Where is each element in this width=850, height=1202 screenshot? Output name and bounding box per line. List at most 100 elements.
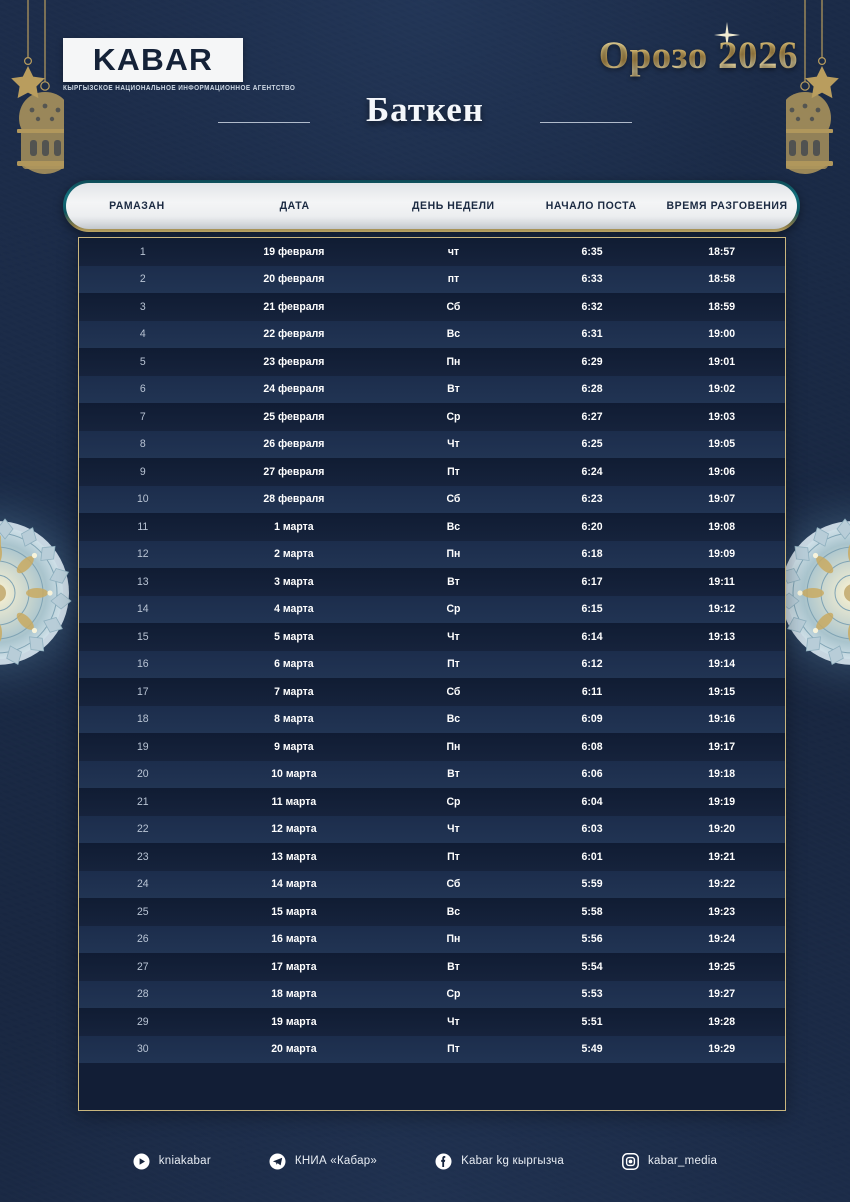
cell-date: 15 марта (271, 905, 317, 919)
cell-date: 8 марта (274, 712, 314, 726)
cell-date: 19 февраля (263, 245, 325, 259)
cell-iftar-time: 19:12 (708, 602, 736, 616)
table-row: 13 3 марта Вт 6:17 19:11 (79, 568, 785, 596)
cell-ramazan-number: 17 (136, 685, 149, 699)
cell-date: 28 февраля (263, 492, 325, 506)
table-header: РАМАЗАН ДАТА ДЕНЬ НЕДЕЛИ НАЧАЛО ПОСТА ВР… (63, 180, 800, 232)
table-row: 29 19 марта Чт 5:51 19:28 (79, 1008, 785, 1036)
cell-iftar-time: 18:59 (708, 300, 736, 314)
lantern-icon-right (777, 0, 848, 180)
cell-iftar-time: 19:23 (708, 905, 736, 919)
youtube-icon (133, 1153, 150, 1170)
cell-ramazan-number: 19 (136, 740, 149, 754)
cell-iftar-time: 19:03 (708, 410, 736, 424)
cell-iftar-time: 19:00 (708, 327, 736, 341)
cell-fast-start-time: 6:20 (581, 520, 603, 534)
social-link-youtube[interactable]: kniakabar (133, 1153, 211, 1170)
cell-iftar-time: 19:11 (708, 575, 735, 589)
table-rows: 1 19 февраля чт 6:35 18:57 2 20 февраля пт 6:33 1… (79, 238, 785, 1063)
social-link-instagram[interactable]: kabar_media (622, 1152, 717, 1170)
cell-fast-start-time: 6:17 (581, 575, 603, 589)
cell-ramazan-number: 30 (136, 1042, 149, 1056)
cell-weekday: Чт (447, 1015, 460, 1029)
table-row: 1 19 февраля чт 6:35 18:57 (79, 238, 785, 266)
cell-iftar-time: 19:25 (708, 960, 736, 974)
kabar-logo: KABAR КЫРГЫЗСКОЕ НАЦИОНАЛЬНОЕ ИНФОРМАЦИО… (63, 38, 296, 93)
cell-weekday: Пн (446, 355, 461, 369)
cell-date: 17 марта (271, 960, 317, 974)
cell-iftar-time: 19:05 (708, 437, 736, 451)
cell-weekday: Сб (446, 685, 461, 699)
cell-iftar-time: 19:06 (708, 465, 736, 479)
cell-date: 12 марта (271, 822, 317, 836)
social-link-telegram[interactable]: КНИА «Кабар» (269, 1153, 377, 1170)
social-label-facebook: Kabar kg кыргызча (461, 1155, 564, 1167)
cell-iftar-time: 19:18 (708, 767, 736, 781)
cell-date: 7 марта (274, 685, 314, 699)
cell-fast-start-time: 5:54 (581, 960, 603, 974)
table-row: 10 28 февраля Сб 6:23 19:07 (79, 485, 785, 513)
social-link-facebook[interactable]: Kabar kg кыргызча (435, 1153, 564, 1170)
page-title-gold: Орозо 2026 (598, 34, 798, 77)
cell-date: 5 марта (274, 630, 314, 644)
cell-weekday: Чт (447, 437, 460, 451)
cell-ramazan-number: 27 (136, 960, 149, 974)
cell-iftar-time: 19:01 (708, 355, 736, 369)
page-title-city: Баткен (366, 90, 484, 129)
cell-weekday: Пт (447, 1042, 460, 1056)
cell-date: 13 марта (271, 850, 317, 864)
cell-date: 14 марта (271, 877, 317, 891)
cell-fast-start-time: 6:06 (581, 767, 603, 781)
cell-weekday: Пн (446, 932, 461, 946)
cell-fast-start-time: 6:15 (581, 602, 603, 616)
cell-weekday: Чт (447, 822, 460, 836)
cell-iftar-time: 19:08 (708, 520, 736, 534)
cell-ramazan-number: 4 (139, 327, 146, 341)
cell-fast-start-time: 6:33 (581, 272, 603, 286)
cell-ramazan-number: 10 (136, 492, 149, 506)
cell-iftar-time: 19:15 (708, 685, 736, 699)
cell-fast-start-time: 6:01 (581, 850, 603, 864)
cell-date: 9 марта (274, 740, 314, 754)
cell-date: 18 марта (271, 987, 317, 1001)
cell-ramazan-number: 18 (136, 712, 149, 726)
cell-date: 20 марта (271, 1042, 317, 1056)
cell-date: 21 февраля (263, 300, 325, 314)
cell-fast-start-time: 6:08 (581, 740, 603, 754)
lantern-icon-left (2, 0, 73, 180)
cell-weekday: Сб (446, 877, 461, 891)
column-header-date: ДАТА (279, 199, 310, 213)
cell-date: 25 февраля (263, 410, 325, 424)
table-row: 21 11 марта Ср 6:04 19:19 (79, 788, 785, 816)
table-row: 17 7 марта Сб 6:11 19:15 (79, 678, 785, 706)
table-row: 23 13 марта Пт 6:01 19:21 (79, 843, 785, 871)
cell-iftar-time: 19:29 (708, 1042, 736, 1056)
cell-fast-start-time: 5:49 (581, 1042, 603, 1056)
cell-weekday: Пн (446, 740, 461, 754)
table-row: 22 12 марта Чт 6:03 19:20 (79, 815, 785, 843)
divider-left (218, 121, 311, 123)
cell-fast-start-time: 5:53 (581, 987, 603, 1001)
cell-weekday: Вс (446, 520, 461, 534)
column-header-iftar-time: ВРЕМЯ РАЗГОВЕНИЯ (666, 199, 788, 213)
cell-date: 11 марта (271, 795, 317, 809)
cell-fast-start-time: 6:09 (581, 712, 603, 726)
cell-date: 19 марта (271, 1015, 317, 1029)
table-row: 14 4 марта Ср 6:15 19:12 (79, 595, 785, 623)
cell-weekday: Вс (446, 327, 461, 341)
cell-ramazan-number: 5 (139, 355, 146, 369)
table-row: 18 8 марта Вс 6:09 19:16 (79, 705, 785, 733)
cell-iftar-time: 19:07 (708, 492, 736, 506)
logo-box: KABAR (63, 38, 243, 82)
cell-fast-start-time: 5:59 (581, 877, 603, 891)
table-row: 7 25 февраля Ср 6:27 19:03 (79, 403, 785, 431)
cell-weekday: Пт (447, 657, 460, 671)
cell-iftar-time: 19:02 (708, 382, 736, 396)
cell-weekday: Ср (446, 602, 461, 616)
table-body: 1 19 февраля чт 6:35 18:57 2 20 февраля пт 6:33 1… (78, 237, 786, 1111)
table-row: 28 18 марта Ср 5:53 19:27 (79, 980, 785, 1008)
divider-right (539, 121, 632, 123)
logo-subtitle: КЫРГЫЗСКОЕ НАЦИОНАЛЬНОЕ ИНФОРМАЦИОННОЕ А… (63, 84, 296, 93)
mandala-ornament-right (778, 518, 850, 668)
cell-date: 2 марта (274, 547, 314, 561)
